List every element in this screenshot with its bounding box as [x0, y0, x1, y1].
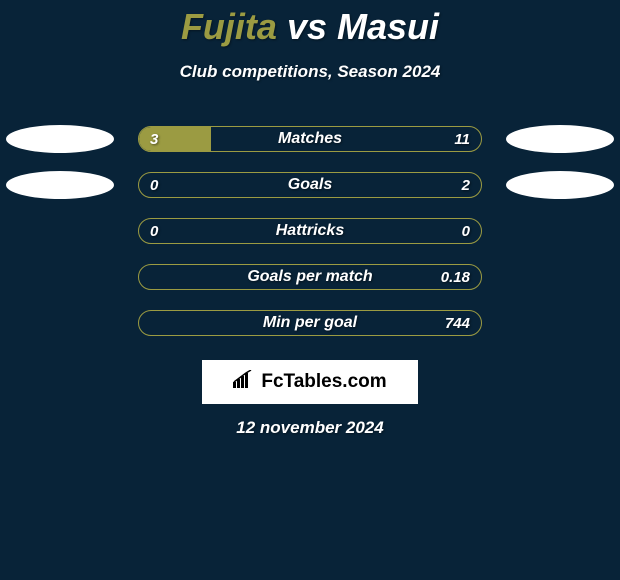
subtitle: Club competitions, Season 2024 [0, 62, 620, 82]
logo-text: FcTables.com [261, 371, 386, 393]
stat-value-right: 11 [454, 131, 470, 148]
stat-bar: 3Matches11 [138, 126, 482, 152]
stat-label: Min per goal [139, 314, 481, 332]
stat-row: Min per goal744 [0, 310, 620, 336]
player2-name: Masui [337, 6, 439, 47]
date-text: 12 november 2024 [0, 418, 620, 438]
comparison-widget: Fujita vs Masui Club competitions, Seaso… [0, 0, 620, 438]
team-badge-right [506, 125, 614, 153]
stat-bar: Min per goal744 [138, 310, 482, 336]
logo-box[interactable]: FcTables.com [202, 360, 418, 404]
stat-row: 0Hattricks0 [0, 218, 620, 244]
stat-value-right: 2 [462, 177, 470, 194]
team-badge-left [6, 125, 114, 153]
stat-bar: Goals per match0.18 [138, 264, 482, 290]
stat-row: 3Matches11 [0, 126, 620, 152]
stat-bar: 0Goals2 [138, 172, 482, 198]
team-badge-left [6, 171, 114, 199]
stat-label: Goals per match [139, 268, 481, 286]
stat-rows: 3Matches110Goals20Hattricks0Goals per ma… [0, 126, 620, 336]
player1-name: Fujita [181, 6, 277, 47]
stat-bar: 0Hattricks0 [138, 218, 482, 244]
stat-value-right: 0.18 [441, 269, 470, 286]
chart-icon [233, 370, 255, 394]
vs-text: vs [287, 6, 327, 47]
stat-label: Matches [139, 130, 481, 148]
page-title: Fujita vs Masui [0, 6, 620, 48]
stat-row: Goals per match0.18 [0, 264, 620, 290]
stat-label: Hattricks [139, 222, 481, 240]
stat-row: 0Goals2 [0, 172, 620, 198]
stat-value-right: 744 [445, 315, 470, 332]
team-badge-right [506, 171, 614, 199]
stat-value-right: 0 [462, 223, 470, 240]
stat-label: Goals [139, 176, 481, 194]
